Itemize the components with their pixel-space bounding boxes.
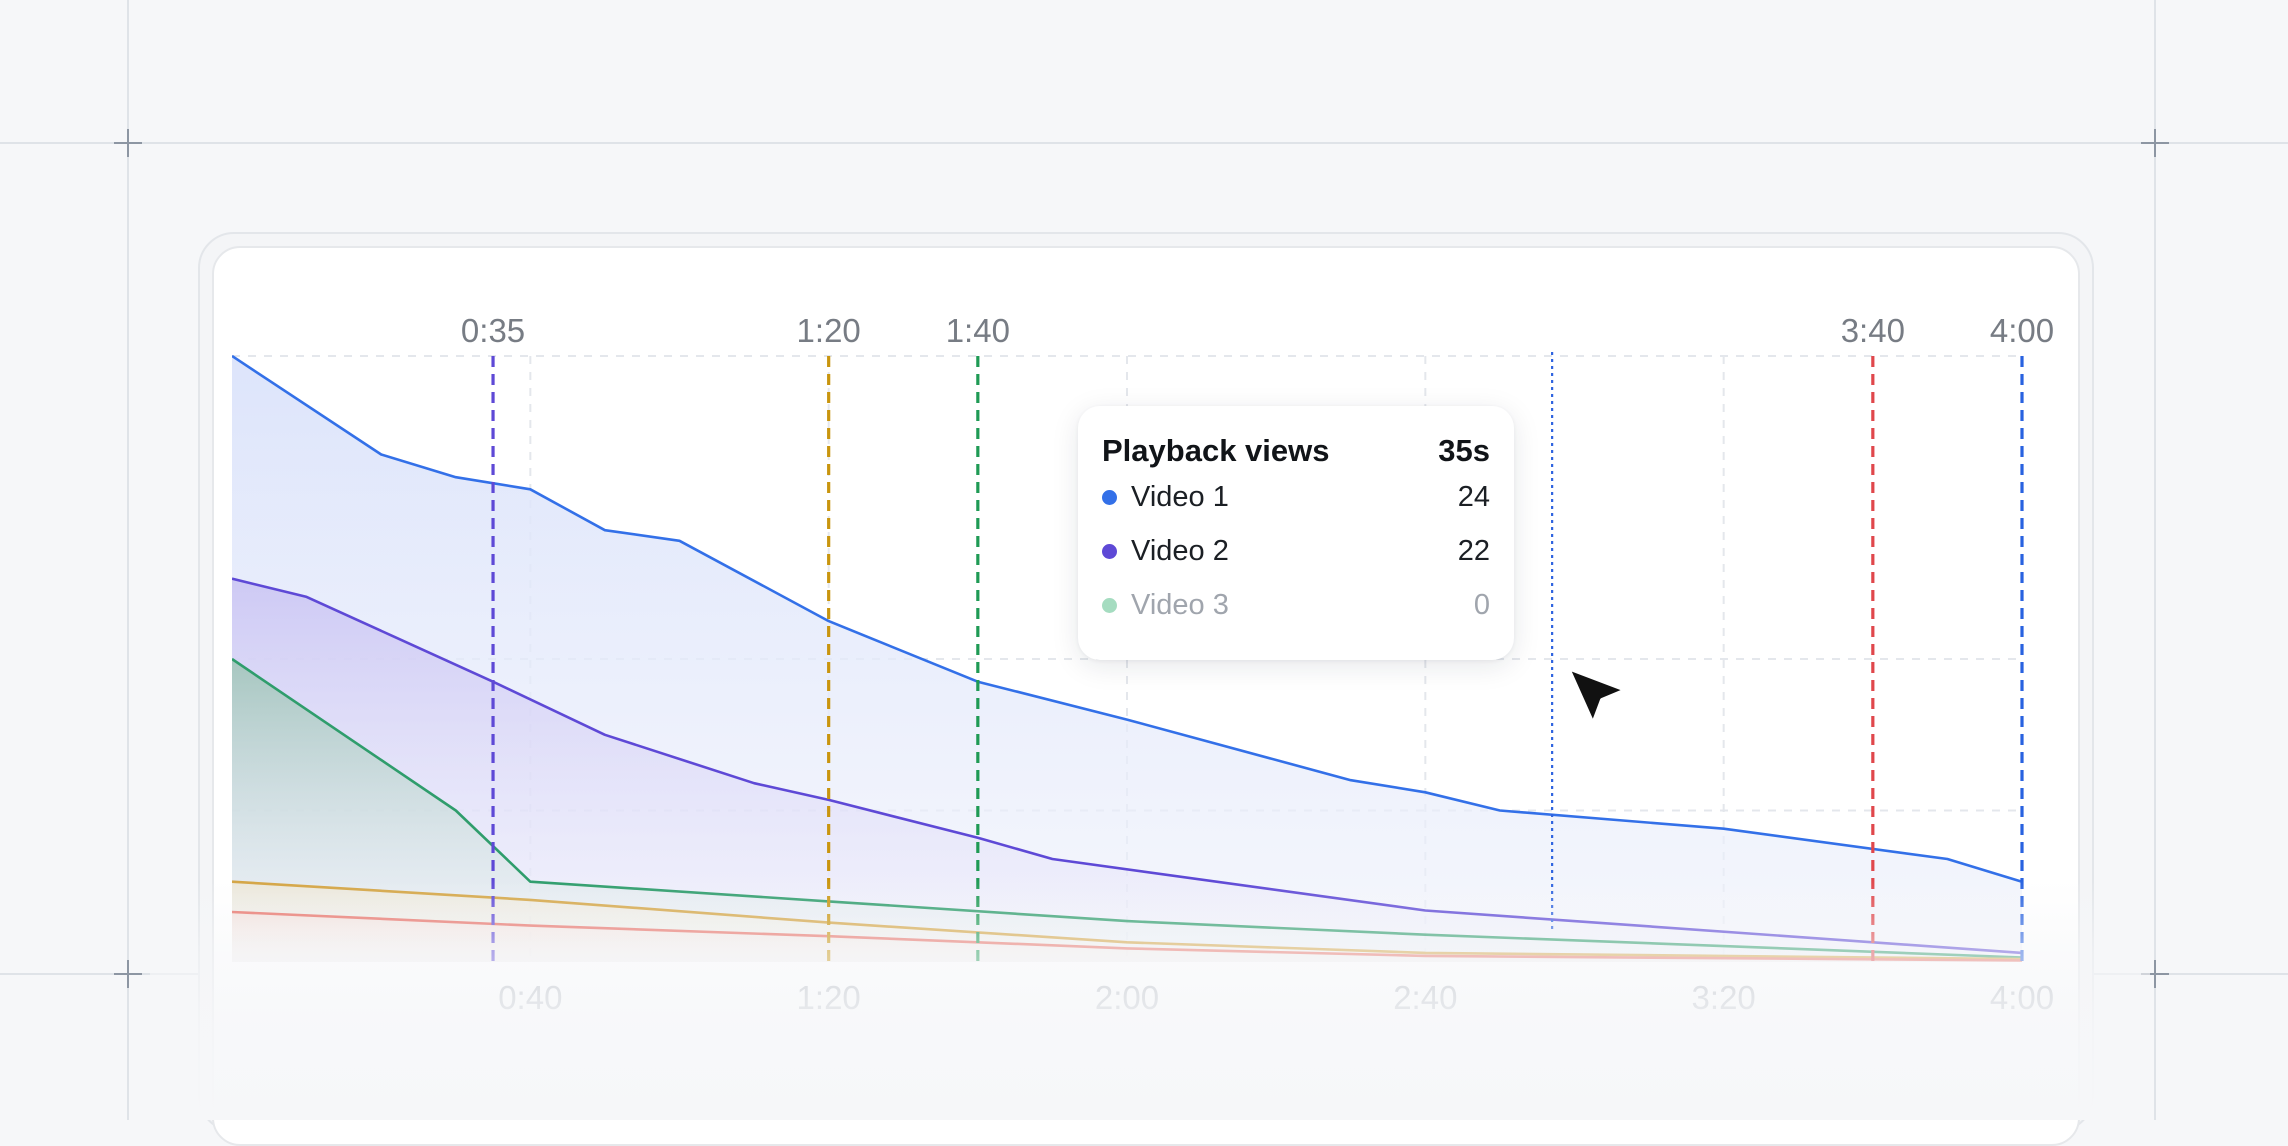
mouse-pointer-icon [1566, 666, 1628, 726]
tooltip-value: 24 [1457, 480, 1490, 513]
tooltip-header: Playback views 35s [1102, 432, 1490, 470]
chart-tooltip: Playback views 35s Video 1 24 Video 2 22… [1078, 406, 1514, 660]
x-tick-label: 1:20 [797, 979, 861, 1016]
tooltip-label: Video 3 [1131, 588, 1229, 621]
legend-dot-video-3 [1102, 597, 1117, 613]
tooltip-time: 35s [1438, 433, 1490, 468]
video-2-area [232, 578, 2022, 962]
legend-dot-video-1 [1102, 489, 1117, 505]
x-tick-label: 0:40 [498, 979, 562, 1016]
x-axis: 0:40 1:20 2:00 2:40 3:20 4:00 [498, 979, 2054, 1016]
marker-label: 1:40 [946, 312, 1010, 349]
tooltip-title: Playback views [1102, 433, 1330, 468]
marker-label: 1:20 [797, 312, 861, 349]
tooltip-value: 0 [1473, 588, 1490, 621]
tooltip-row-video-2: Video 2 22 [1102, 524, 1490, 578]
x-tick-label: 2:40 [1393, 979, 1457, 1016]
tooltip-row-video-1: Video 1 24 [1102, 470, 1490, 524]
legend-dot-video-2 [1102, 543, 1117, 559]
tooltip-label: Video 2 [1131, 534, 1229, 567]
marker-label: 4:00 [1990, 312, 2054, 349]
tooltip-row-video-3: Video 3 0 [1102, 578, 1490, 632]
x-tick-label: 2:00 [1095, 979, 1159, 1016]
x-tick-label: 3:20 [1692, 979, 1756, 1016]
tooltip-label: Video 1 [1131, 480, 1229, 513]
marker-label: 3:40 [1841, 312, 1905, 349]
x-tick-label: 4:00 [1990, 979, 2054, 1016]
marker-label: 0:35 [461, 312, 525, 349]
tooltip-value: 22 [1457, 534, 1490, 567]
markers: 0:35 1:20 1:40 3:40 4:00 [461, 312, 2054, 962]
